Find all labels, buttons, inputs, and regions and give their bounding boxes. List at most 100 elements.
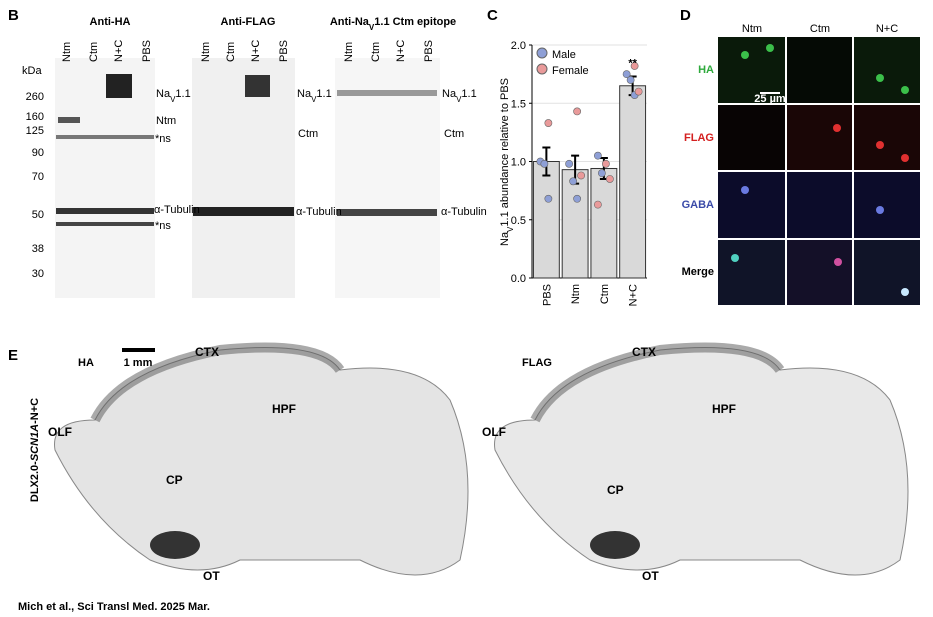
- y-tick-label: 1.0: [511, 157, 526, 169]
- lane-label: PBS: [141, 40, 153, 62]
- image-title: FLAG: [522, 357, 552, 369]
- micrograph-grid: [718, 37, 920, 305]
- scale-bar-label: 1 mm: [124, 357, 153, 369]
- y-tick-label: 0.0: [511, 273, 526, 285]
- data-point: [634, 87, 643, 96]
- legend-marker: [536, 47, 548, 59]
- panel-label: B: [8, 7, 19, 24]
- data-point: [593, 151, 602, 160]
- scale-bar-label: 25 µm: [754, 93, 786, 105]
- row-label: FLAG: [684, 132, 714, 144]
- kda-marker: 50: [32, 209, 44, 221]
- bar: [561, 169, 589, 279]
- band-label: NaV1.1: [156, 88, 191, 104]
- data-point: [605, 175, 614, 183]
- band-labels: NaV1.1 Ntm *ns α-Tubulin *ns NaV1.1 Ctm …: [154, 88, 487, 232]
- region-label: OLF: [48, 425, 72, 439]
- lane-label: Ntm: [61, 42, 73, 62]
- lane-label: PBS: [278, 40, 290, 62]
- band-label: Ctm: [444, 128, 464, 140]
- x-tick-label: Ctm: [599, 284, 611, 304]
- region-label: CP: [607, 483, 624, 497]
- band-label: *ns: [155, 133, 171, 145]
- y-tick-label: 2.0: [511, 40, 526, 52]
- data-point: [622, 70, 631, 79]
- kda-marker: 125: [26, 125, 44, 137]
- bar-chart: C NaV1.1 abundance relative to PBS 0.0 0.…: [487, 7, 647, 306]
- y-tick-label: 1.5: [511, 98, 526, 110]
- legend-marker: [536, 63, 548, 75]
- lane-label: Ctm: [370, 42, 382, 62]
- column-label: N+C: [876, 23, 898, 35]
- blot-title: Anti-FLAG: [221, 16, 276, 28]
- legend-label: Female: [552, 65, 589, 77]
- band-label: *ns: [155, 220, 171, 232]
- kda-marker: 30: [32, 268, 44, 280]
- data-point: [626, 76, 635, 84]
- row-label: GABA: [682, 199, 714, 211]
- region-label: HPF: [272, 402, 296, 416]
- image-title: HA: [78, 357, 94, 369]
- band-label: NaV1.1: [297, 88, 332, 104]
- region-label: CP: [166, 473, 183, 487]
- row-label: HA: [698, 64, 714, 76]
- column-label: Ntm: [742, 23, 762, 35]
- data-point: [573, 107, 582, 116]
- lane-label: N+C: [395, 40, 407, 62]
- panel-label: C: [487, 7, 498, 24]
- kda-unit: kDa: [22, 65, 42, 77]
- band-label: α-Tubulin: [154, 204, 200, 216]
- data-point: [540, 159, 549, 168]
- row-label: Merge: [682, 266, 714, 278]
- bar: [619, 85, 647, 279]
- band-label: NaV1.1: [442, 88, 477, 104]
- panel-label: E: [8, 347, 18, 364]
- region-label: OT: [642, 569, 659, 583]
- y-tick-label: 0.5: [511, 215, 526, 227]
- legend-label: Male: [552, 49, 576, 61]
- y-axis-label: NaV1.1 abundance relative to PBS: [499, 78, 515, 246]
- data-point: [593, 200, 602, 209]
- region-label: OLF: [482, 425, 506, 439]
- kda-marker: 70: [32, 171, 44, 183]
- x-tick-label: PBS: [541, 284, 553, 306]
- x-tick-label: N+C: [628, 284, 640, 306]
- band-label: Ctm: [298, 128, 318, 140]
- data-point: [597, 169, 606, 178]
- lane-label: PBS: [423, 40, 435, 62]
- kda-marker: 38: [32, 243, 44, 255]
- blot-title: Anti-NaV1.1 Ctm epitope: [330, 16, 456, 32]
- blot-title: Anti-HA: [90, 16, 131, 28]
- data-point: [601, 159, 610, 168]
- region-label: HPF: [712, 402, 736, 416]
- data-point: [630, 62, 639, 70]
- band-label: Ntm: [156, 115, 176, 127]
- side-label: DLX2.0-SCN1A-N+C: [29, 398, 41, 502]
- blot-image: [55, 58, 440, 298]
- panel-label: D: [680, 7, 691, 24]
- annotation: **: [628, 57, 637, 69]
- data-point: [573, 194, 582, 203]
- bar: [590, 167, 618, 279]
- lane-label: Ctm: [88, 42, 100, 62]
- kda-marker: 260: [26, 91, 44, 103]
- column-label: Ctm: [810, 23, 830, 35]
- data-point: [565, 159, 574, 168]
- lane-labels: Ntm Ctm N+C PBS Ntm Ctm N+C PBS Ntm Ctm …: [61, 40, 435, 62]
- kda-marker: 160: [26, 111, 44, 123]
- region-label: OT: [203, 569, 220, 583]
- lane-label: N+C: [250, 40, 262, 62]
- region-label: CTX: [195, 345, 219, 359]
- x-tick-label: Ntm: [570, 284, 582, 304]
- lane-label: N+C: [113, 40, 125, 62]
- band-label: α-Tubulin: [441, 206, 487, 218]
- citation: Mich et al., Sci Transl Med. 2025 Mar.: [18, 601, 210, 613]
- lane-label: Ctm: [225, 42, 237, 62]
- lane-label: Ntm: [200, 42, 212, 62]
- data-point: [569, 177, 578, 186]
- region-label: CTX: [632, 345, 656, 359]
- data-point: [544, 194, 553, 203]
- brain-section: [54, 342, 909, 576]
- data-point: [577, 171, 586, 180]
- bar: [532, 161, 560, 279]
